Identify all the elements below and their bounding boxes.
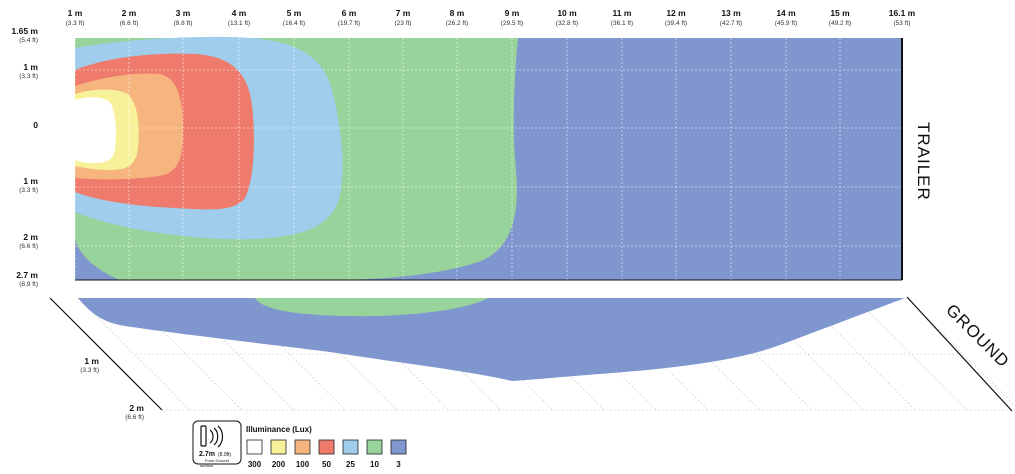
side-scale-label-ft: (5.4 ft)	[19, 37, 38, 44]
side-scale-label: 1 m	[23, 176, 38, 186]
top-scale-label-ft: (13.1 ft)	[228, 20, 250, 27]
top-scale-label-ft: (39.4 ft)	[665, 20, 687, 27]
legend-value: 100	[296, 460, 310, 469]
ground-depth-scale: 1 m(3.3 ft) 2 m(6.6 ft)	[80, 356, 144, 421]
ground-scale-label-ft: (3.3 ft)	[80, 367, 99, 374]
zone-300-lux	[75, 97, 116, 163]
top-scale-label-ft: (42.7 ft)	[720, 20, 742, 27]
legend-swatch	[390, 439, 407, 455]
top-scale-label-ft: (23 ft)	[395, 20, 412, 27]
top-scale-label: 6 m	[342, 8, 357, 18]
height-badge-value-ft: (8.9ft)	[218, 452, 231, 458]
top-scale-label: 14 m	[776, 8, 796, 18]
legend-title: Illuminance (Lux)	[246, 425, 312, 434]
top-distance-scale: 1 m (3.3 ft) 2 m (6.6 ft) 3 m (9.8 ft) 4 m (13.…	[66, 8, 916, 27]
height-badge-note-cut: surface	[200, 463, 214, 468]
top-scale-label: 2 m	[122, 8, 137, 18]
height-badge: 2.7m (8.9ft) From Ground surface	[192, 420, 242, 468]
legend-value: 50	[322, 460, 331, 469]
top-scale-label-ft: (45.9 ft)	[775, 20, 797, 27]
side-scale-label-ft: (3.3 ft)	[19, 73, 38, 80]
top-scale-label: 12 m	[666, 8, 686, 18]
illuminance-legend: 300 200 100 50 25 10 3	[246, 439, 407, 469]
side-scale-label-ft: (6.6 ft)	[19, 243, 38, 250]
top-scale-label-ft: (3.3 ft)	[66, 20, 85, 27]
top-scale-label: 4 m	[232, 8, 247, 18]
top-scale-label-ft: (26.2 ft)	[446, 20, 468, 27]
top-scale-label: 10 m	[557, 8, 577, 18]
side-scale-label: 2.7 m	[16, 270, 38, 280]
top-scale-label: 1 m	[68, 8, 83, 18]
top-scale-label: 15 m	[830, 8, 850, 18]
height-badge-value: 2.7m	[199, 451, 215, 458]
legend-swatch	[366, 439, 383, 455]
legend-value: 25	[346, 460, 355, 469]
floodlight-icon	[200, 425, 224, 448]
top-scale-label-ft: (29.5 ft)	[501, 20, 523, 27]
ground-right-edge	[906, 296, 1013, 412]
height-badge-frame	[192, 420, 242, 465]
legend-value: 10	[370, 460, 379, 469]
ground-panel	[49, 296, 1015, 412]
ground-zone-10-lux	[255, 298, 488, 317]
top-scale-label: 3 m	[176, 8, 191, 18]
trailer-label: TRAILER	[914, 122, 933, 201]
top-scale-label: 9 m	[505, 8, 520, 18]
trailer-grid	[74, 38, 902, 280]
ground-label: GROUND	[942, 300, 1013, 371]
top-scale-label: 8 m	[450, 8, 465, 18]
ground-scale-label-ft: (6.6 ft)	[125, 414, 144, 421]
legend-swatch	[342, 439, 359, 455]
legend-value: 3	[396, 460, 401, 469]
side-scale-label: 1 m	[23, 62, 38, 72]
top-scale-label: 5 m	[287, 8, 302, 18]
side-scale-label-ft: (8.9 ft)	[19, 281, 38, 288]
top-scale-label: 7 m	[396, 8, 411, 18]
top-scale-label-ft: (49.2 ft)	[829, 20, 851, 27]
side-width-scale: 1.65 m(5.4 ft)1 m(3.3 ft)01 m(3.3 ft)2 m…	[12, 26, 39, 288]
ground-left-edge	[49, 297, 163, 411]
top-scale-label-ft: (16.4 ft)	[283, 20, 305, 27]
legend-swatch	[270, 439, 287, 455]
top-scale-label: 13 m	[721, 8, 741, 18]
legend-value: 200	[272, 460, 286, 469]
top-scale-label-ft: (36.1 ft)	[611, 20, 633, 27]
ground-scale-label: 2 m	[129, 403, 144, 413]
top-scale-label-ft: (32.8 ft)	[556, 20, 578, 27]
legend-swatch	[318, 439, 335, 455]
legend-value: 300	[248, 460, 262, 469]
legend-swatch	[246, 439, 263, 455]
side-scale-label: 2 m	[23, 232, 38, 242]
top-scale-label-ft: (19.7 ft)	[338, 20, 360, 27]
ground-scale-label: 1 m	[84, 356, 99, 366]
legend-swatch	[294, 439, 311, 455]
side-scale-label-ft: (3.3 ft)	[19, 187, 38, 194]
ground-zone-3-lux	[78, 298, 905, 381]
trailer-panel	[74, 36, 903, 281]
top-scale-label-ft: (53 ft)	[894, 20, 911, 27]
top-scale-label-ft: (9.8 ft)	[174, 20, 193, 27]
side-scale-label: 1.65 m	[12, 26, 39, 36]
height-badge-note: From Ground	[205, 458, 229, 463]
top-scale-label: 11 m	[613, 8, 632, 18]
side-scale-label: 0	[33, 120, 38, 130]
top-scale-label: 16.1 m	[889, 8, 916, 18]
top-scale-label-ft: (6.6 ft)	[120, 20, 139, 27]
